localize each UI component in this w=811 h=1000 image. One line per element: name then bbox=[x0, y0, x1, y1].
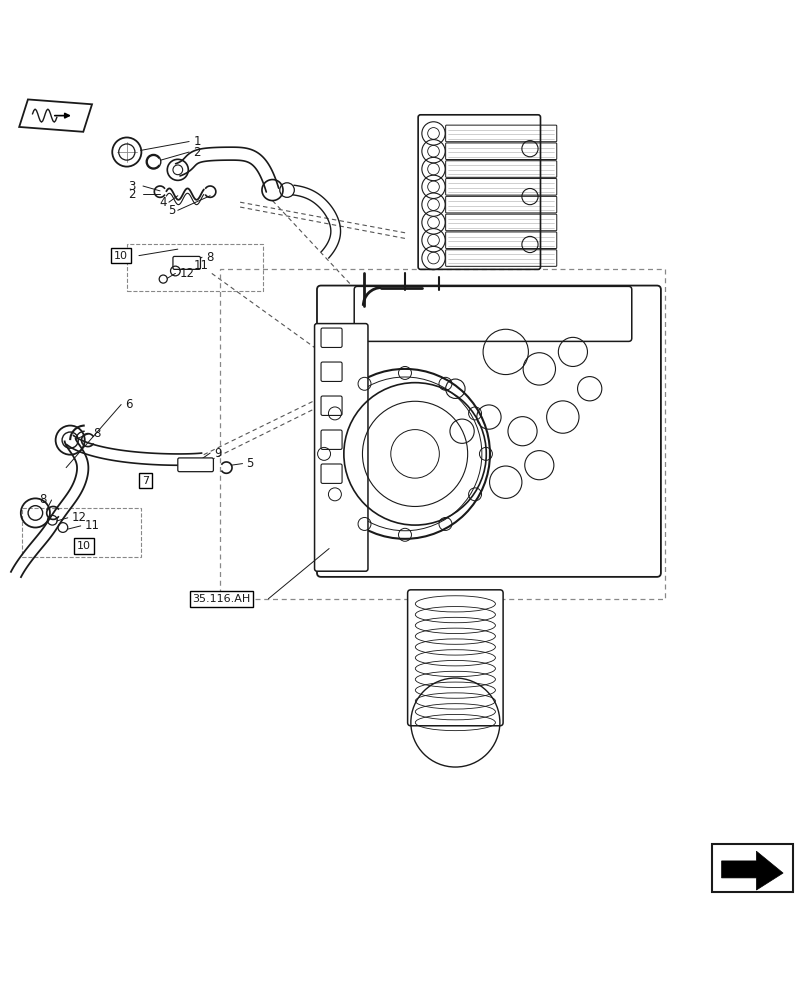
FancyBboxPatch shape bbox=[320, 464, 341, 483]
FancyBboxPatch shape bbox=[445, 125, 556, 142]
FancyBboxPatch shape bbox=[445, 161, 556, 177]
FancyBboxPatch shape bbox=[711, 844, 792, 892]
FancyBboxPatch shape bbox=[445, 232, 556, 249]
Text: 12: 12 bbox=[71, 511, 87, 524]
FancyBboxPatch shape bbox=[173, 256, 200, 269]
Text: 35.116.AH: 35.116.AH bbox=[192, 594, 251, 604]
Text: 5: 5 bbox=[247, 457, 254, 470]
Text: 8: 8 bbox=[40, 493, 47, 506]
Text: 2: 2 bbox=[128, 188, 135, 201]
Text: 1: 1 bbox=[193, 135, 200, 148]
FancyBboxPatch shape bbox=[445, 196, 556, 213]
FancyBboxPatch shape bbox=[320, 328, 341, 347]
Text: 7: 7 bbox=[142, 476, 148, 486]
FancyBboxPatch shape bbox=[320, 362, 341, 381]
Polygon shape bbox=[19, 99, 92, 132]
Text: 8: 8 bbox=[92, 427, 100, 440]
FancyBboxPatch shape bbox=[320, 430, 341, 449]
FancyBboxPatch shape bbox=[445, 214, 556, 231]
FancyBboxPatch shape bbox=[178, 458, 213, 472]
Text: 10: 10 bbox=[77, 541, 91, 551]
FancyBboxPatch shape bbox=[445, 143, 556, 160]
Text: 10: 10 bbox=[114, 251, 128, 261]
Text: 2: 2 bbox=[193, 146, 200, 159]
Text: 11: 11 bbox=[84, 519, 100, 532]
Text: 11: 11 bbox=[193, 259, 208, 272]
FancyBboxPatch shape bbox=[445, 179, 556, 195]
FancyBboxPatch shape bbox=[445, 250, 556, 266]
Text: 3: 3 bbox=[128, 180, 135, 193]
FancyBboxPatch shape bbox=[407, 590, 503, 726]
Text: 6: 6 bbox=[125, 398, 132, 411]
Text: 5: 5 bbox=[168, 204, 175, 217]
Text: 4: 4 bbox=[159, 196, 166, 209]
FancyBboxPatch shape bbox=[354, 286, 631, 341]
Text: 9: 9 bbox=[214, 447, 221, 460]
Text: 8: 8 bbox=[206, 251, 213, 264]
Text: 12: 12 bbox=[179, 267, 194, 280]
FancyBboxPatch shape bbox=[316, 286, 660, 577]
FancyBboxPatch shape bbox=[320, 396, 341, 415]
FancyBboxPatch shape bbox=[314, 324, 367, 571]
Polygon shape bbox=[721, 851, 782, 890]
